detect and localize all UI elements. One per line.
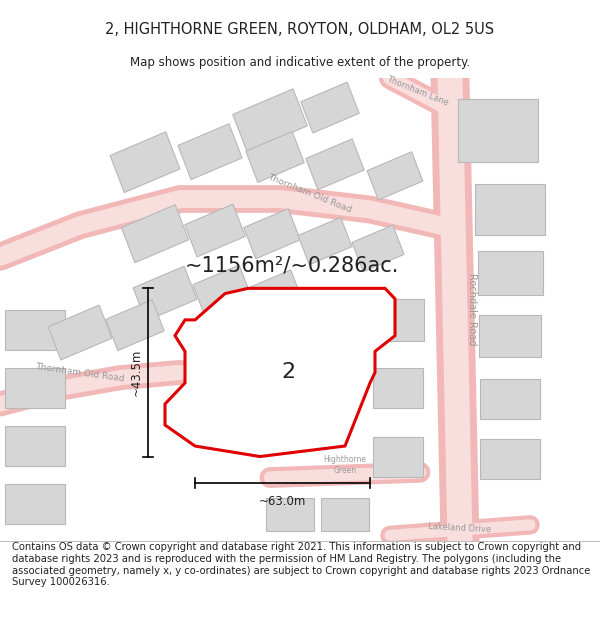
Polygon shape	[133, 266, 197, 321]
Polygon shape	[480, 439, 540, 479]
Polygon shape	[178, 124, 242, 179]
Text: ~43.5m: ~43.5m	[130, 349, 143, 396]
Polygon shape	[479, 314, 541, 357]
Polygon shape	[185, 204, 245, 257]
Polygon shape	[165, 288, 395, 456]
Polygon shape	[5, 368, 65, 408]
Polygon shape	[352, 225, 404, 272]
Polygon shape	[106, 300, 164, 351]
Polygon shape	[233, 89, 307, 151]
Text: 2, HIGHTHORNE GREEN, ROYTON, OLDHAM, OL2 5US: 2, HIGHTHORNE GREEN, ROYTON, OLDHAM, OL2…	[106, 22, 494, 37]
Text: ~1156m²/~0.286ac.: ~1156m²/~0.286ac.	[185, 255, 400, 275]
Polygon shape	[121, 205, 188, 262]
Polygon shape	[244, 209, 300, 259]
Polygon shape	[301, 82, 359, 133]
Text: 2: 2	[281, 362, 295, 382]
Polygon shape	[193, 265, 251, 316]
Polygon shape	[5, 426, 65, 466]
Polygon shape	[373, 436, 423, 476]
Polygon shape	[373, 368, 423, 408]
Polygon shape	[5, 311, 65, 351]
Text: Thornham Old Road: Thornham Old Road	[35, 362, 125, 383]
Text: ~63.0m: ~63.0m	[259, 495, 306, 508]
Polygon shape	[480, 379, 540, 419]
Text: Contains OS data © Crown copyright and database right 2021. This information is : Contains OS data © Crown copyright and d…	[12, 542, 590, 588]
Polygon shape	[372, 299, 424, 341]
Polygon shape	[475, 184, 545, 235]
Polygon shape	[5, 484, 65, 524]
Text: Map shows position and indicative extent of the property.: Map shows position and indicative extent…	[130, 56, 470, 69]
Polygon shape	[248, 270, 302, 318]
Polygon shape	[458, 99, 538, 162]
Polygon shape	[48, 305, 112, 360]
Polygon shape	[246, 131, 304, 182]
Polygon shape	[306, 139, 364, 190]
Polygon shape	[266, 498, 314, 531]
Text: Rochdale Road: Rochdale Road	[467, 273, 477, 346]
Text: Highthorne
Green: Highthorne Green	[323, 455, 367, 474]
Polygon shape	[478, 251, 542, 294]
Polygon shape	[367, 152, 423, 200]
Text: Thornham Lane: Thornham Lane	[386, 74, 450, 108]
Polygon shape	[321, 498, 369, 531]
Text: Thornham Old Road: Thornham Old Road	[267, 173, 353, 215]
Polygon shape	[298, 217, 352, 265]
Text: Lakeland Drive: Lakeland Drive	[428, 522, 492, 534]
Polygon shape	[110, 132, 180, 192]
